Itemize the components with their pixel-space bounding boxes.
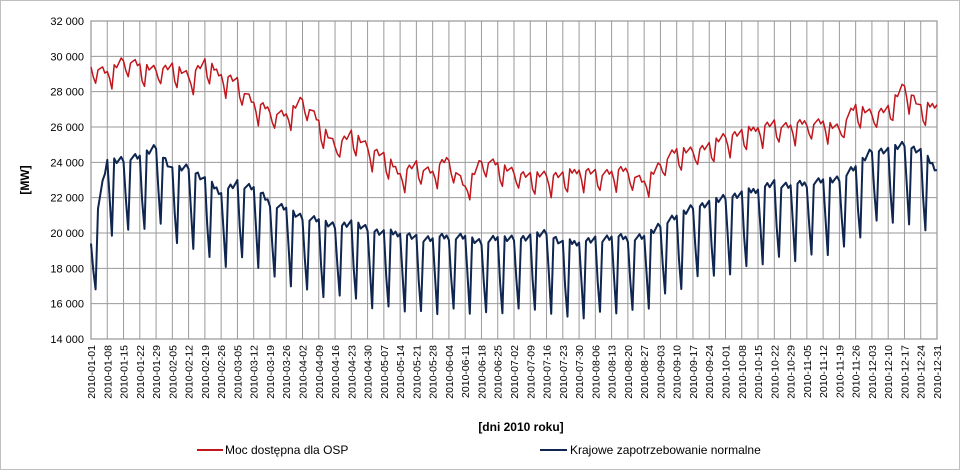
gridlines (91, 21, 937, 339)
x-tick-label: 2010-07-23 (558, 345, 570, 399)
x-tick-label: 2010-05-21 (411, 345, 423, 399)
x-tick-label: 2010-12-17 (899, 345, 911, 399)
y-tick-label: 22 000 (50, 193, 84, 205)
x-tick-label: 2010-02-19 (200, 345, 212, 399)
x-tick-label: 2010-09-03 (655, 345, 667, 399)
x-tick-label: 2010-04-30 (363, 345, 375, 399)
x-tick-label: 2010-08-27 (639, 345, 651, 399)
y-axis-ticks: 14 000 16 000 18 000 20 000 22 000 24 000 26 0… (50, 16, 84, 346)
x-tick-label: 2010-11-05 (802, 345, 814, 398)
x-tick-label: 2010-12-31 (932, 345, 944, 399)
x-tick-label: 2010-09-24 (704, 345, 716, 399)
x-tick-label: 2010-04-16 (330, 345, 342, 399)
x-tick-label: 2010-01-22 (135, 345, 147, 399)
x-tick-label: 2010-03-19 (265, 345, 277, 399)
x-tick-label: 2010-01-15 (119, 345, 131, 399)
y-tick-label: 14 000 (50, 334, 84, 346)
x-tick-label: 2010-11-12 (818, 345, 830, 398)
x-tick-label: 2010-07-02 (509, 345, 521, 399)
x-tick-label: 2010-03-05 (232, 345, 244, 399)
x-tick-label: 2010-01-01 (86, 345, 98, 399)
x-tick-label: 2010-02-05 (167, 345, 179, 399)
series-line-moc-dostepna (90, 57, 938, 201)
x-tick-label: 2010-02-26 (216, 345, 228, 399)
x-tick-label: 2010-08-06 (590, 345, 602, 399)
series-lines (90, 57, 938, 320)
x-tick-label: 2010-12-03 (867, 345, 879, 399)
x-tick-label: 2010-08-13 (607, 345, 619, 399)
y-tick-label: 26 000 (50, 122, 84, 134)
x-tick-label: 2010-06-11 (460, 345, 472, 398)
x-tick-label: 2010-10-15 (753, 345, 765, 399)
y-tick-label: 20 000 (50, 228, 84, 240)
x-tick-label: 2010-02-12 (184, 345, 196, 399)
x-tick-label: 2010-07-30 (574, 345, 586, 399)
x-tick-label: 2010-06-18 (476, 345, 488, 399)
y-tick-label: 16 000 (50, 299, 84, 311)
x-tick-label: 2010-09-10 (672, 345, 684, 399)
x-tick-label: 2010-04-02 (298, 345, 310, 399)
x-tick-label: 2010-08-20 (623, 345, 635, 399)
x-tick-label: 2010-10-29 (786, 345, 798, 399)
x-tick-label: 2010-06-04 (444, 345, 456, 399)
y-tick-label: 30 000 (50, 51, 84, 63)
x-tick-label: 2010-10-01 (721, 345, 733, 399)
x-tick-label: 2010-05-28 (428, 345, 440, 399)
x-tick-label: 2010-07-16 (542, 345, 554, 399)
x-tick-label: 2010-12-24 (916, 345, 928, 399)
x-axis-ticks: 2010-01-01 2010-01-08 2010-01-15 2010-01-22… (86, 345, 944, 399)
y-axis-title: [MW] (18, 165, 32, 194)
x-tick-label: 2010-11-19 (834, 345, 846, 398)
x-tick-label: 2010-01-29 (151, 345, 163, 399)
x-tick-label: 2010-05-07 (379, 345, 391, 399)
x-tick-label: 2010-04-09 (314, 345, 326, 399)
x-tick-label: 2010-03-12 (249, 345, 261, 399)
y-tick-label: 32 000 (50, 16, 84, 28)
x-tick-label: 2010-11-26 (851, 345, 863, 398)
y-tick-label: 24 000 (50, 157, 84, 169)
x-axis-title: [dni 2010 roku] (478, 420, 563, 434)
x-tick-label: 2010-04-23 (346, 345, 358, 399)
series-line-zapotrzebowanie (90, 140, 938, 320)
x-tick-label: 2010-10-22 (769, 345, 781, 399)
x-tick-label: 2010-10-08 (737, 345, 749, 399)
x-tick-label: 2010-12-10 (883, 345, 895, 399)
x-tick-label: 2010-03-26 (281, 345, 293, 399)
legend-label-zapotrzebowanie: Krajowe zapotrzebowanie normalne (570, 443, 761, 457)
legend: Moc dostępna dla OSP Krajowe zapotrzebow… (197, 443, 761, 457)
legend-label-moc: Moc dostępna dla OSP (225, 443, 348, 457)
x-tick-label: 2010-07-09 (525, 345, 537, 399)
x-tick-label: 2010-05-14 (395, 345, 407, 399)
y-tick-label: 28 000 (50, 87, 84, 99)
x-tick-label: 2010-06-25 (493, 345, 505, 399)
y-tick-label: 18 000 (50, 263, 84, 275)
x-tick-label: 2010-09-17 (688, 345, 700, 399)
x-tick-label: 2010-01-08 (102, 345, 114, 399)
